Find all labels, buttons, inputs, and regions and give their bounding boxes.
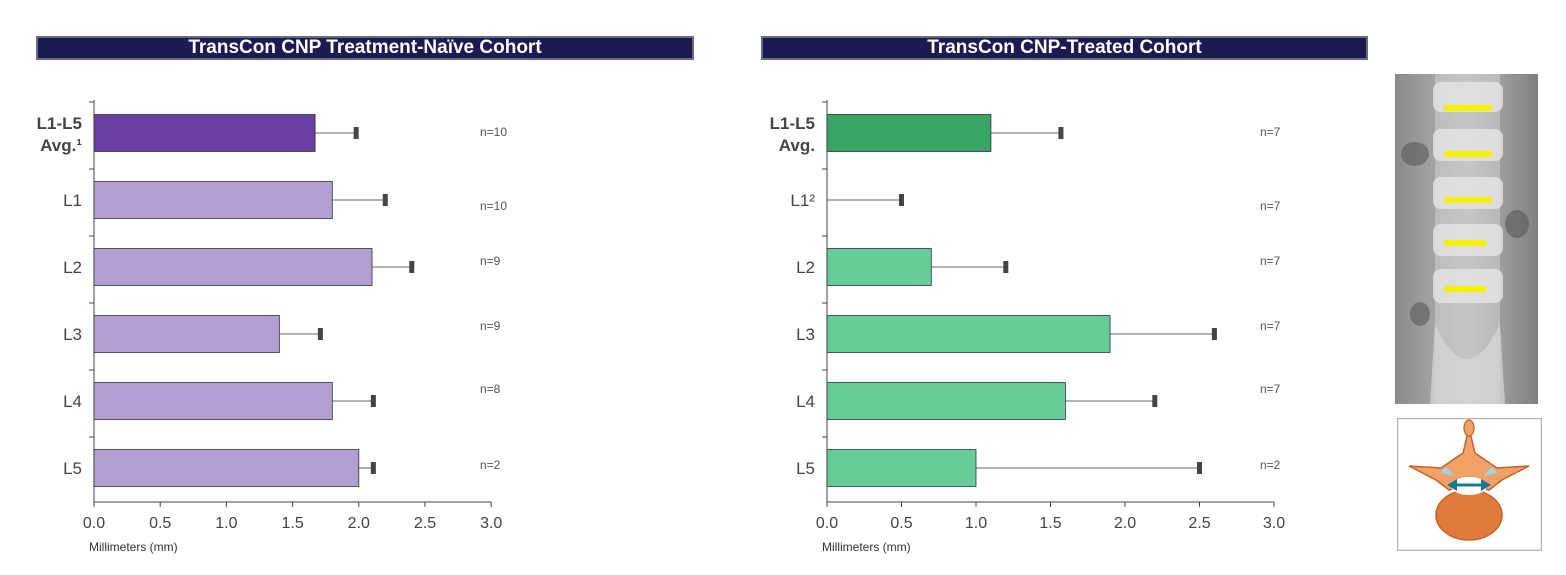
treated-tick-label: 1.5	[1039, 515, 1061, 532]
treated-tick-label: 1.0	[965, 515, 987, 532]
naive-tick-label: 1.5	[281, 515, 303, 532]
treated-error-cap	[1058, 127, 1064, 139]
naive-category-label: L1	[63, 191, 82, 210]
naive-error-cap	[409, 261, 415, 273]
treated-error-cap	[1152, 395, 1158, 407]
naive-error-cap	[353, 127, 359, 139]
treated-n-label: n=7	[1260, 199, 1281, 213]
treated-n-label: n=7	[1260, 319, 1281, 333]
naive-n-label: n=10	[480, 125, 507, 139]
treated-category-label: L1-L5	[770, 114, 815, 133]
naive-tick-label: 3.0	[480, 515, 502, 532]
naive-error-cap	[317, 328, 323, 340]
naive-tick-label: 1.0	[215, 515, 237, 532]
naive-category-label: Avg.¹	[40, 136, 82, 155]
treated-tick-label: 0.5	[890, 515, 912, 532]
treated-bar	[826, 114, 992, 152]
treated-tick-label: 3.0	[1263, 515, 1285, 532]
naive-error-cap	[382, 194, 388, 206]
naive-category-label: L1-L5	[37, 114, 82, 133]
naive-bar	[93, 382, 333, 420]
treated-bar	[826, 382, 1066, 420]
naive-category-label: L3	[63, 325, 82, 344]
treated-bar	[826, 248, 932, 286]
treated-cohort-chart: 0.0 0.5 1.0 1.5 2.0 2.5 3.0 Millimeters (mm) L1-…	[770, 100, 1285, 554]
treated-category-label: L4	[796, 392, 815, 411]
treated-error-cap	[1197, 462, 1202, 474]
spine-xray-image	[1395, 74, 1538, 404]
treated-n-label: n=7	[1260, 254, 1281, 268]
treated-category-label: L2	[796, 258, 815, 277]
treated-cohort-title: TransCon CNP-Treated Cohort	[761, 36, 1368, 60]
naive-cohort-chart: 0.0 0.5 1.0 1.5 2.0 2.5 3.0 Millimeters (mm) L1-…	[37, 100, 507, 554]
spacing-markers	[1444, 105, 1492, 292]
naive-tick-label: 0.0	[83, 515, 105, 532]
treated-n-label: n=2	[1260, 458, 1281, 472]
vertebra-diagram-image	[1397, 418, 1542, 551]
naive-cohort-title: TransCon CNP Treatment-Naïve Cohort	[36, 36, 694, 60]
treated-error-cap	[899, 194, 904, 206]
naive-category-label: L5	[63, 459, 82, 478]
treated-category-label: L3	[796, 325, 815, 344]
treated-n-label: n=7	[1260, 125, 1281, 139]
naive-bar	[93, 315, 280, 353]
treated-bar	[826, 315, 1111, 353]
treated-bar	[826, 449, 977, 487]
treated-n-label: n=7	[1260, 382, 1281, 396]
naive-n-label: n=10	[480, 199, 507, 213]
naive-tick-label: 2.0	[348, 515, 370, 532]
treated-error-cap	[1211, 328, 1217, 340]
naive-n-label: n=8	[480, 382, 501, 396]
naive-x-axis-label: Millimeters (mm)	[89, 540, 178, 554]
naive-tick-label: 2.5	[414, 515, 436, 532]
treated-tick-label: 2.0	[1114, 515, 1136, 532]
naive-tick-label: 0.5	[149, 515, 171, 532]
treated-tick-label: 2.5	[1188, 515, 1210, 532]
naive-error-cap	[370, 462, 376, 474]
naive-category-label: L4	[63, 392, 82, 411]
naive-bar	[93, 248, 373, 286]
treated-tick-label: 0.0	[816, 515, 838, 532]
treated-error-cap	[1003, 261, 1009, 273]
naive-bar	[93, 449, 360, 487]
naive-category-label: L2	[63, 258, 82, 277]
treated-category-label: Avg.	[779, 136, 815, 155]
naive-n-label: n=2	[480, 458, 501, 472]
treated-category-label: L5	[796, 459, 815, 478]
naive-bar	[93, 114, 316, 152]
naive-error-cap	[370, 395, 376, 407]
naive-bar	[93, 181, 333, 219]
naive-n-label: n=9	[480, 319, 501, 333]
treated-category-label: L1²	[790, 191, 815, 210]
treated-x-axis-label: Millimeters (mm)	[822, 540, 911, 554]
naive-n-label: n=9	[480, 254, 501, 268]
